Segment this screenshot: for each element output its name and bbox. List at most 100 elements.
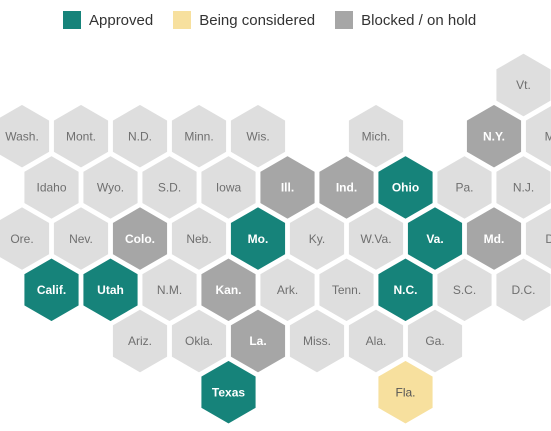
state-label: Ariz. bbox=[128, 334, 152, 348]
state-label: Ga. bbox=[425, 334, 444, 348]
state-label: Utah bbox=[97, 283, 124, 297]
state-hex-okla: Okla. bbox=[168, 306, 230, 376]
state-hex-ark: Ark. bbox=[257, 255, 318, 325]
state-label: Wis. bbox=[246, 129, 269, 143]
state-label: Miss. bbox=[303, 334, 331, 348]
hex-shape bbox=[227, 101, 289, 171]
state-hex-ala: Ala. bbox=[345, 306, 407, 376]
state-label: D.C. bbox=[512, 283, 536, 297]
hex-shape bbox=[0, 101, 53, 171]
hex-shape bbox=[522, 102, 551, 170]
state-hex-colo: Colo. bbox=[109, 203, 171, 274]
state-hex-ma: Ma bbox=[522, 102, 551, 170]
state-hex-neb: Neb. bbox=[168, 203, 230, 274]
state-label: Ohio bbox=[392, 181, 419, 195]
state-hex-mich: Mich. bbox=[345, 101, 407, 171]
hex-shape bbox=[21, 255, 82, 325]
state-hex-tenn: Tenn. bbox=[316, 255, 377, 325]
state-label: Ala. bbox=[366, 334, 387, 348]
state-label: Texas bbox=[212, 385, 245, 399]
state-label: S.C. bbox=[453, 283, 476, 297]
legend-item-blocked: Blocked / on hold bbox=[335, 11, 476, 29]
hex-shape bbox=[375, 255, 436, 325]
hex-shape bbox=[463, 203, 525, 274]
state-hex-utah: Utah bbox=[80, 255, 141, 325]
state-label: Ill. bbox=[281, 181, 294, 195]
state-hex-pa: Pa. bbox=[434, 152, 495, 223]
state-label: W.Va. bbox=[360, 232, 391, 246]
hex-shape bbox=[139, 152, 200, 223]
state-label: Calif. bbox=[37, 283, 66, 297]
hex-shape bbox=[522, 205, 551, 273]
state-hex-miss: Miss. bbox=[286, 306, 348, 376]
state-label: Vt. bbox=[516, 78, 531, 92]
state-hex-ohio: Ohio bbox=[375, 152, 436, 223]
hex-shape bbox=[198, 357, 259, 427]
state-hex-va: Va. bbox=[404, 203, 466, 274]
state-label: Idaho bbox=[36, 181, 66, 195]
state-hex-calif: Calif. bbox=[21, 255, 82, 325]
hex-shape bbox=[50, 101, 112, 171]
state-hex-minn: Minn. bbox=[168, 101, 230, 171]
state-hex-s-d: S.D. bbox=[139, 152, 200, 223]
legend-item-being-considered: Being considered bbox=[173, 11, 315, 29]
map-legend: Approved Being considered Blocked / on h… bbox=[63, 11, 496, 29]
state-hex-wyo: Wyo. bbox=[80, 152, 141, 223]
hex-shape bbox=[227, 203, 289, 274]
state-hex-vt: Vt. bbox=[493, 50, 551, 120]
legend-label-approved: Approved bbox=[89, 11, 154, 29]
state-hex-n-c: N.C. bbox=[375, 255, 436, 325]
state-label: Neb. bbox=[186, 232, 211, 246]
state-hex-wash: Wash. bbox=[0, 101, 53, 171]
state-label: Ky. bbox=[309, 232, 325, 246]
state-label: Wyo. bbox=[97, 181, 124, 195]
legend-item-approved: Approved bbox=[63, 11, 153, 29]
state-label: Mich. bbox=[362, 129, 391, 143]
legend-swatch-blocked bbox=[335, 11, 354, 29]
hex-shape bbox=[375, 357, 436, 427]
state-hex-d-c: D.C. bbox=[493, 255, 551, 325]
state-label: Fla. bbox=[395, 385, 415, 399]
hex-shape bbox=[434, 255, 495, 325]
hex-shape bbox=[50, 203, 112, 274]
state-hex-n-j: N.J. bbox=[493, 152, 551, 223]
hex-shape bbox=[257, 152, 318, 223]
state-label: N.Y. bbox=[483, 129, 505, 143]
state-hex-w-va: W.Va. bbox=[345, 203, 407, 274]
state-label: Minn. bbox=[184, 129, 213, 143]
state-hex-n-y: N.Y. bbox=[463, 101, 525, 171]
hex-shape bbox=[80, 255, 141, 325]
state-label: N.J. bbox=[513, 181, 534, 195]
hex-shape bbox=[404, 203, 466, 274]
state-label: S.D. bbox=[158, 181, 181, 195]
hex-shape bbox=[168, 306, 230, 376]
state-label: Colo. bbox=[125, 232, 155, 246]
state-label: Kan. bbox=[215, 283, 241, 297]
state-label: Ore. bbox=[10, 232, 33, 246]
state-label: N.C. bbox=[394, 283, 418, 297]
state-hex-fla: Fla. bbox=[375, 357, 436, 427]
state-hex-wis: Wis. bbox=[227, 101, 289, 171]
state-label: Ind. bbox=[336, 181, 357, 195]
state-label: Iowa bbox=[216, 181, 242, 195]
hex-shape bbox=[493, 152, 551, 223]
state-label: Mo. bbox=[248, 232, 269, 246]
hex-shape bbox=[375, 152, 436, 223]
hex-shape bbox=[257, 255, 318, 325]
state-hex-kan: Kan. bbox=[198, 255, 259, 325]
state-label: Mont. bbox=[66, 129, 96, 143]
state-hex-de: De bbox=[522, 205, 551, 273]
state-hex-n-d: N.D. bbox=[109, 101, 171, 171]
hex-shape bbox=[345, 203, 407, 274]
hex-shape bbox=[109, 101, 171, 171]
legend-swatch-approved bbox=[63, 11, 81, 29]
hex-shape bbox=[109, 203, 171, 274]
hex-shape bbox=[139, 255, 200, 325]
state-hex-n-m: N.M. bbox=[139, 255, 200, 325]
hex-shape bbox=[168, 203, 230, 274]
hex-shape bbox=[198, 255, 259, 325]
hex-shape bbox=[316, 152, 377, 223]
state-label: Nev. bbox=[69, 232, 93, 246]
state-label: Tenn. bbox=[332, 283, 361, 297]
